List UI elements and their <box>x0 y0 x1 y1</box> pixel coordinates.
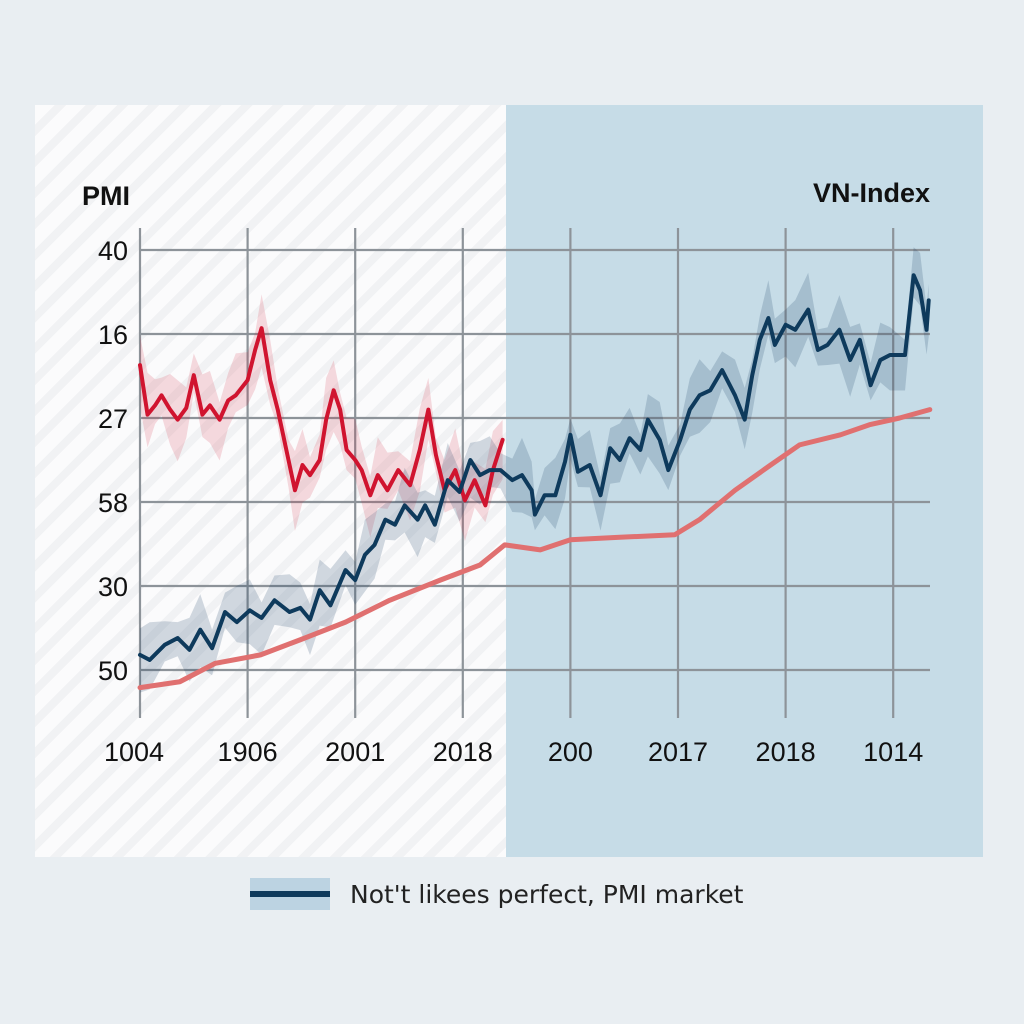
y-tick-label: 30 <box>98 572 128 602</box>
grid <box>138 228 930 718</box>
series-line <box>138 273 931 662</box>
x-tick-label: 2001 <box>325 737 385 767</box>
right-axis-title: VN-Index <box>813 178 930 208</box>
legend-label: Not't likees perfect, PMI market <box>350 879 744 909</box>
x-tick-label: 2017 <box>648 737 708 767</box>
x-tick-label: 2018 <box>433 737 493 767</box>
series-band <box>140 247 929 693</box>
series-line <box>137 407 933 691</box>
x-tick-label: 200 <box>548 737 593 767</box>
x-tick-label: 1906 <box>218 737 278 767</box>
y-tick-label: 27 <box>98 404 128 434</box>
x-tick-label: 1014 <box>863 737 923 767</box>
legend-swatch <box>250 878 330 910</box>
left-axis-title: PMI <box>82 181 130 211</box>
series-lines <box>137 273 933 691</box>
y-tick-label: 58 <box>98 488 128 518</box>
series-line <box>138 326 505 508</box>
legend: Not't likees perfect, PMI market <box>250 878 743 910</box>
y-tick-label: 50 <box>98 656 128 686</box>
chart-background-left <box>35 105 506 857</box>
y-tick-label: 16 <box>98 320 128 350</box>
y-tick-label: 40 <box>98 236 128 266</box>
x-tick-labels: 1004 1906 2001 2018 200 2017 2018 1014 <box>104 737 923 767</box>
x-tick-label: 1004 <box>104 737 164 767</box>
y-tick-labels: 50 30 58 27 16 40 <box>98 236 128 686</box>
x-tick-label: 2018 <box>756 737 816 767</box>
